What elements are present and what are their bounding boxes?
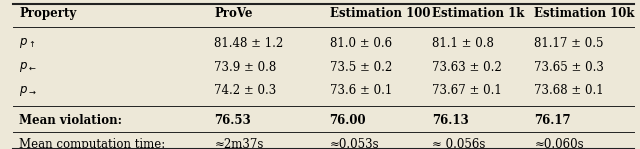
Text: Property: Property [19, 7, 76, 20]
Text: Mean computation time:: Mean computation time: [19, 138, 166, 149]
Text: Estimation 10k: Estimation 10k [534, 7, 635, 20]
Text: 81.17 ± 0.5: 81.17 ± 0.5 [534, 37, 604, 50]
Text: 73.63 ± 0.2: 73.63 ± 0.2 [432, 60, 502, 74]
Text: 73.5 ± 0.2: 73.5 ± 0.2 [330, 60, 392, 74]
Text: $p_{\uparrow}$: $p_{\uparrow}$ [19, 36, 35, 50]
Text: Estimation 100: Estimation 100 [330, 7, 430, 20]
Text: ProVe: ProVe [214, 7, 253, 20]
Text: 76.13: 76.13 [432, 114, 468, 127]
Text: 74.2 ± 0.3: 74.2 ± 0.3 [214, 84, 276, 97]
Text: ≈0.060s: ≈0.060s [534, 138, 584, 149]
Text: 73.9 ± 0.8: 73.9 ± 0.8 [214, 60, 276, 74]
Text: ≈2m37s: ≈2m37s [214, 138, 264, 149]
Text: 73.6 ± 0.1: 73.6 ± 0.1 [330, 84, 392, 97]
Text: ≈ 0.056s: ≈ 0.056s [432, 138, 485, 149]
Text: 76.00: 76.00 [330, 114, 366, 127]
Text: 81.1 ± 0.8: 81.1 ± 0.8 [432, 37, 494, 50]
Text: Estimation 1k: Estimation 1k [432, 7, 524, 20]
Text: 76.53: 76.53 [214, 114, 251, 127]
Text: ≈0.053s: ≈0.053s [330, 138, 380, 149]
Text: Mean violation:: Mean violation: [19, 114, 122, 127]
Text: 73.65 ± 0.3: 73.65 ± 0.3 [534, 60, 604, 74]
Text: 81.0 ± 0.6: 81.0 ± 0.6 [330, 37, 392, 50]
Text: $p_{\leftarrow}$: $p_{\leftarrow}$ [19, 60, 36, 74]
Text: 76.17: 76.17 [534, 114, 571, 127]
Text: 81.48 ± 1.2: 81.48 ± 1.2 [214, 37, 284, 50]
Text: 73.68 ± 0.1: 73.68 ± 0.1 [534, 84, 604, 97]
Text: $p_{\rightarrow}$: $p_{\rightarrow}$ [19, 84, 37, 98]
Text: 73.67 ± 0.1: 73.67 ± 0.1 [432, 84, 502, 97]
